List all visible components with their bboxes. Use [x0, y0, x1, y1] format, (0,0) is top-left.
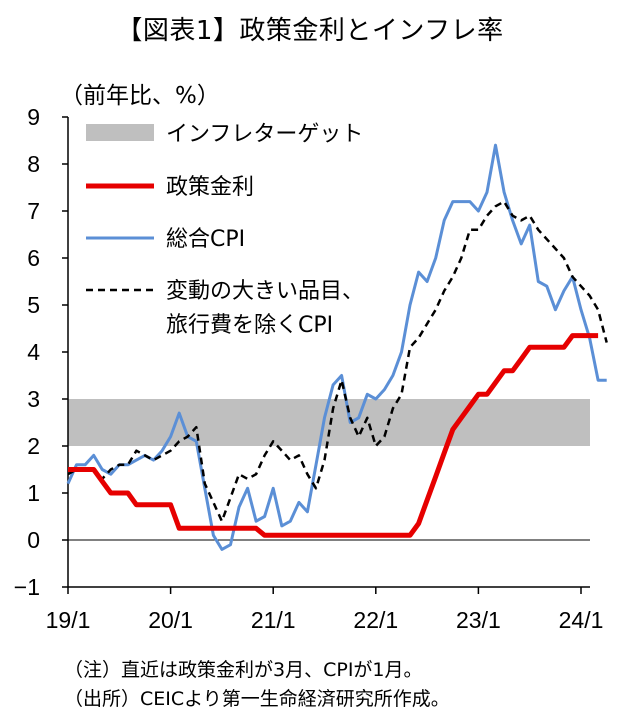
y-tick-label: 1: [27, 480, 40, 506]
y-tick-label: 3: [27, 386, 40, 412]
y-tick-label: −1: [14, 574, 40, 600]
x-tick-label: 19/1: [46, 607, 91, 633]
x-tick-label: 20/1: [148, 607, 193, 633]
y-tick-label: 2: [27, 433, 40, 459]
y-tick-label: 4: [27, 339, 40, 365]
y-tick-label: 8: [27, 151, 40, 177]
legend-label-target: インフレターゲット: [166, 122, 363, 147]
x-tick-label: 22/1: [353, 607, 398, 633]
headline-cpi-line: [66, 143, 607, 551]
x-tick-label: 23/1: [456, 607, 501, 633]
y-tick-label: 6: [27, 245, 40, 271]
chart-title: 【図表1】政策金利とインフレ率: [116, 16, 504, 46]
y-tick-label: 9: [27, 104, 40, 130]
inflation-target-band: [68, 399, 590, 446]
y-axis-label: （前年比、%）: [60, 83, 220, 109]
legend-label-core-cpi-line1: 変動の大きい品目、: [166, 279, 364, 304]
x-tick-label: 21/1: [251, 607, 296, 633]
core-cpi-line: [67, 200, 608, 523]
y-tick-label: 5: [27, 292, 40, 318]
legend-swatch-target: [86, 124, 154, 141]
y-tick-label: 7: [27, 198, 40, 224]
y-tick-label: 0: [27, 527, 40, 553]
x-tick-label: 24/1: [559, 607, 604, 633]
footnote-note: （注）直近は政策金利が3月、CPIが1月。: [64, 659, 423, 681]
footnote-source: （出所）CEICより第一生命経済研究所作成。: [64, 688, 450, 710]
legend-label-policy-rate: 政策金利: [166, 175, 254, 200]
legend-label-headline-cpi: 総合CPI: [166, 227, 245, 252]
legend-label-core-cpi-line2: 旅行費を除くCPI: [166, 313, 333, 338]
policy-rate-line: [68, 333, 599, 538]
